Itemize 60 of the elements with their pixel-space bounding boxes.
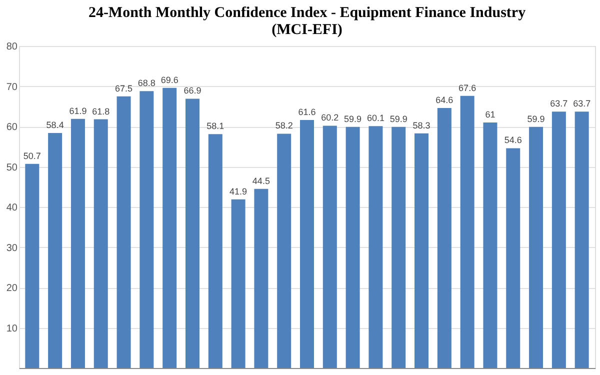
data-label: 58.1 — [206, 121, 224, 132]
data-label: 69.6 — [160, 74, 178, 85]
data-label: 59.9 — [390, 114, 408, 124]
y-tick-label: 30 — [6, 242, 18, 254]
y-tick-label: 70 — [6, 82, 18, 93]
bar — [322, 126, 337, 368]
data-label: 60.2 — [321, 112, 339, 123]
data-label: 41.9 — [230, 186, 248, 196]
bar — [552, 112, 566, 368]
bar — [300, 120, 314, 368]
bar — [460, 96, 474, 368]
data-label: 50.7 — [23, 150, 41, 161]
y-tick-label: 80 — [6, 42, 18, 52]
y-tick-label: 20 — [6, 283, 18, 294]
text: 24-Month Monthly Confidence Index - Equipment Finance Industry — [88, 5, 526, 21]
data-label: 66.9 — [184, 86, 202, 96]
bar — [140, 91, 154, 368]
bar — [254, 188, 268, 368]
data-label: 63.7 — [550, 98, 568, 109]
bar — [483, 122, 498, 368]
bar — [277, 134, 292, 368]
data-label: 61.6 — [298, 107, 316, 118]
bar — [185, 98, 200, 368]
data-label: 60.1 — [366, 113, 384, 124]
bar — [529, 126, 544, 368]
bar — [231, 199, 246, 368]
bar — [437, 108, 452, 368]
bar — [25, 164, 40, 368]
bar — [414, 133, 429, 368]
data-label: 54.6 — [504, 135, 522, 146]
data-label: 63.7 — [573, 98, 591, 109]
data-label: 58.2 — [275, 120, 293, 131]
data-label: 59.9 — [527, 114, 545, 124]
y-tick-label: 40 — [6, 202, 18, 214]
bar — [368, 126, 383, 368]
bar — [70, 118, 85, 368]
bar — [208, 134, 222, 368]
data-label: 68.8 — [138, 78, 156, 88]
data-label: 61.8 — [92, 106, 110, 116]
data-label: 58.4 — [46, 120, 64, 130]
data-label: 61.9 — [69, 106, 87, 116]
text: (MCI-EFI) — [272, 22, 342, 38]
bar — [94, 119, 108, 368]
bar — [48, 132, 62, 368]
bar — [346, 126, 360, 368]
bar — [506, 148, 520, 368]
bar — [392, 126, 406, 368]
data-label: 67.5 — [115, 83, 133, 94]
data-label: 44.5 — [252, 176, 270, 186]
y-tick-label: 10 — [6, 323, 18, 334]
data-label: 64.6 — [436, 94, 454, 105]
data-label: 61 — [485, 109, 496, 120]
bar — [574, 112, 589, 368]
bar — [116, 96, 131, 368]
y-tick-label: 60 — [6, 122, 18, 133]
data-label: 67.6 — [458, 82, 476, 93]
data-label: 58.3 — [412, 120, 430, 130]
bar — [162, 88, 177, 368]
data-label: 59.9 — [344, 114, 362, 124]
y-tick-label: 50 — [6, 162, 18, 174]
